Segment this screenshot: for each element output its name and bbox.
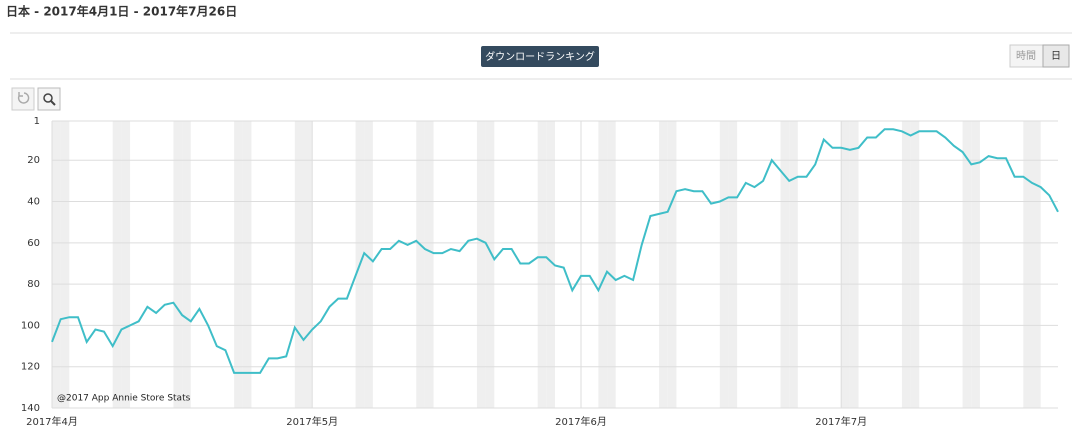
- reset-button[interactable]: [11, 87, 35, 111]
- y-tick-label: 80: [27, 279, 40, 290]
- zoom-icon: [50, 100, 56, 106]
- weekend-band: [476, 121, 486, 408]
- weekend-band: [719, 121, 729, 408]
- y-tick-label: 1: [34, 116, 40, 127]
- x-tick-label: 2017年6月: [555, 415, 607, 428]
- weekend-band: [294, 121, 304, 408]
- ranking-button[interactable]: [481, 46, 599, 67]
- y-tick-label: 140: [21, 403, 40, 414]
- weekend-band: [728, 121, 738, 408]
- weekend-band: [1031, 121, 1041, 408]
- weekend-band: [598, 121, 608, 408]
- weekend-band: [962, 121, 972, 408]
- weekend-band: [659, 121, 668, 408]
- x-tick-label: 2017年5月: [286, 415, 338, 428]
- x-tick-label: 2017年7月: [815, 415, 867, 428]
- weekend-band: [364, 121, 373, 408]
- weekend-band: [789, 121, 798, 408]
- y-tick-label: 60: [27, 238, 40, 249]
- weekend-band: [416, 121, 425, 408]
- y-tick-label: 100: [21, 320, 40, 331]
- weekend-band: [242, 121, 252, 408]
- weekend-band: [910, 121, 920, 408]
- zoom-icon: [43, 93, 53, 103]
- weekend-band: [780, 121, 790, 408]
- weekend-band: [112, 121, 122, 408]
- y-tick-label: 20: [27, 155, 40, 166]
- weekend-band: [849, 121, 859, 408]
- watermark: @2017 App Annie Store Stats: [57, 394, 191, 404]
- day-button[interactable]: [1042, 44, 1070, 68]
- weekend-band: [546, 121, 555, 408]
- weekend-band: [485, 121, 495, 408]
- weekend-band: [60, 121, 70, 408]
- reset-icon: [17, 92, 30, 104]
- x-tick-label: 2017年4月: [26, 415, 78, 428]
- weekend-band: [971, 121, 980, 408]
- weekend-band: [234, 121, 243, 408]
- weekend-band: [424, 121, 434, 408]
- day-button-label: 日: [1051, 51, 1061, 62]
- line-series: [51, 128, 1059, 374]
- weekend-band: [667, 121, 677, 408]
- weekend-band: [182, 121, 191, 408]
- weekend-band: [52, 121, 61, 408]
- zoom-button[interactable]: [37, 87, 61, 111]
- weekend-band: [121, 121, 131, 408]
- y-tick-label: 120: [21, 362, 40, 373]
- weekend-band: [841, 121, 850, 408]
- ranking-button-label: ダウンロードランキング: [485, 50, 595, 63]
- weekend-band: [303, 121, 313, 408]
- weekend-band: [607, 121, 616, 408]
- weekend-band: [537, 121, 547, 408]
- page-title: 日本 - 2017年4月1日 - 2017年7月26日: [6, 4, 237, 19]
- weekend-band: [1023, 121, 1032, 408]
- y-tick-label: 40: [27, 197, 40, 208]
- weekend-band: [173, 121, 183, 408]
- weekend-band: [901, 121, 911, 408]
- hour-button-label: 時間: [1016, 50, 1036, 62]
